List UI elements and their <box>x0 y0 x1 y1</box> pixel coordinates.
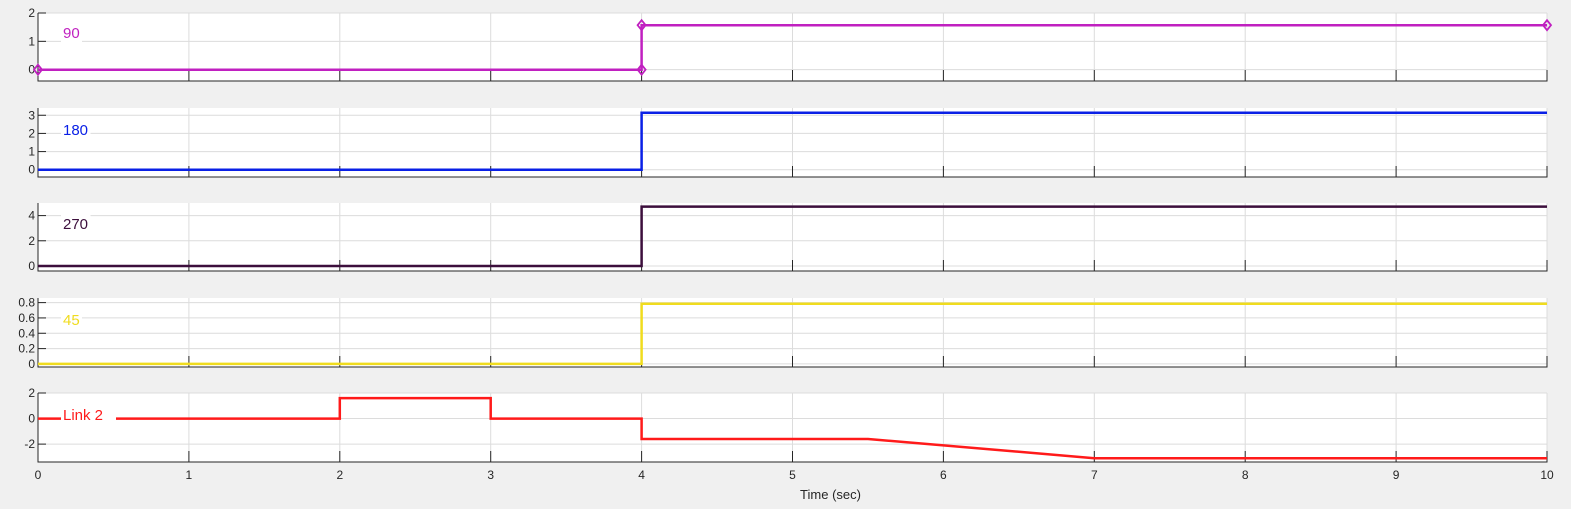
series-label-bg <box>61 215 91 233</box>
series-label-bg <box>61 406 116 424</box>
series-label-4: 45 <box>63 312 80 329</box>
y-tick-label: 0 <box>28 163 35 177</box>
series-label-3: 270 <box>63 216 88 233</box>
y-tick-label: 4 <box>28 209 35 223</box>
x-tick-label: 8 <box>1242 468 1249 482</box>
data-point-marker <box>1541 18 1553 32</box>
x-tick-label: 5 <box>789 468 796 482</box>
series-label-bg <box>61 121 91 139</box>
x-tick-label: 2 <box>336 468 343 482</box>
x-tick-label: 3 <box>487 468 494 482</box>
panel-4: 00.2 0.40.60.8 45 <box>18 296 1548 371</box>
series-label-bg <box>61 311 82 329</box>
y-tick-label: 2 <box>28 6 35 20</box>
x-axis-label: Time (sec) <box>800 487 861 502</box>
y-tick-label: 0 <box>28 357 35 371</box>
series-label-bg <box>61 24 82 42</box>
y-tick-label: 2 <box>28 386 35 400</box>
y-tick-label: 2 <box>28 234 35 248</box>
series-line-1 <box>38 23 1547 71</box>
series-label-5: Link 2 <box>63 407 103 424</box>
data-point-marker <box>636 63 647 77</box>
series-line-4 <box>38 302 1547 366</box>
x-tick-label: 1 <box>186 468 193 482</box>
data-point-marker <box>32 63 44 77</box>
x-tick-label: 10 <box>1540 468 1554 482</box>
x-tick-label: 9 <box>1393 468 1400 482</box>
series-line-2 <box>38 111 1547 171</box>
x-tick-label: 0 <box>35 468 42 482</box>
y-tick-label: 0.6 <box>18 311 35 325</box>
panel-5: 0 1 2 3 4 5 6 7 8 9 10 -2 0 2 Link 2 <box>24 386 1554 482</box>
y-tick-label: 1 <box>28 34 35 48</box>
x-tick-label: 7 <box>1091 468 1098 482</box>
y-tick-label: 0 <box>28 412 35 426</box>
y-tick-label: 1 <box>28 145 35 159</box>
panel-2: 0 1 2 3 180 <box>28 108 1548 178</box>
series-line-3 <box>38 205 1547 268</box>
series-label-2: 180 <box>63 122 88 139</box>
x-tick-label: 6 <box>940 468 947 482</box>
y-tick-label: 2 <box>28 126 35 140</box>
panel-3: 0 2 4 270 <box>28 203 1548 273</box>
y-tick-label: 3 <box>28 108 35 122</box>
y-tick-label: 0 <box>28 259 35 273</box>
y-tick-label: -2 <box>24 437 35 451</box>
panel-1: 0 1 2 90 <box>28 6 1553 82</box>
y-tick-label: 0.2 <box>18 342 35 356</box>
data-point-marker <box>636 18 647 32</box>
series-line-5 <box>38 396 1547 460</box>
y-tick-label: 0.4 <box>18 326 35 340</box>
x-tick-label: 4 <box>638 468 645 482</box>
y-tick-label: 0 <box>28 63 35 77</box>
series-label-1: 90 <box>63 25 80 42</box>
y-tick-label: 0.8 <box>18 296 35 310</box>
